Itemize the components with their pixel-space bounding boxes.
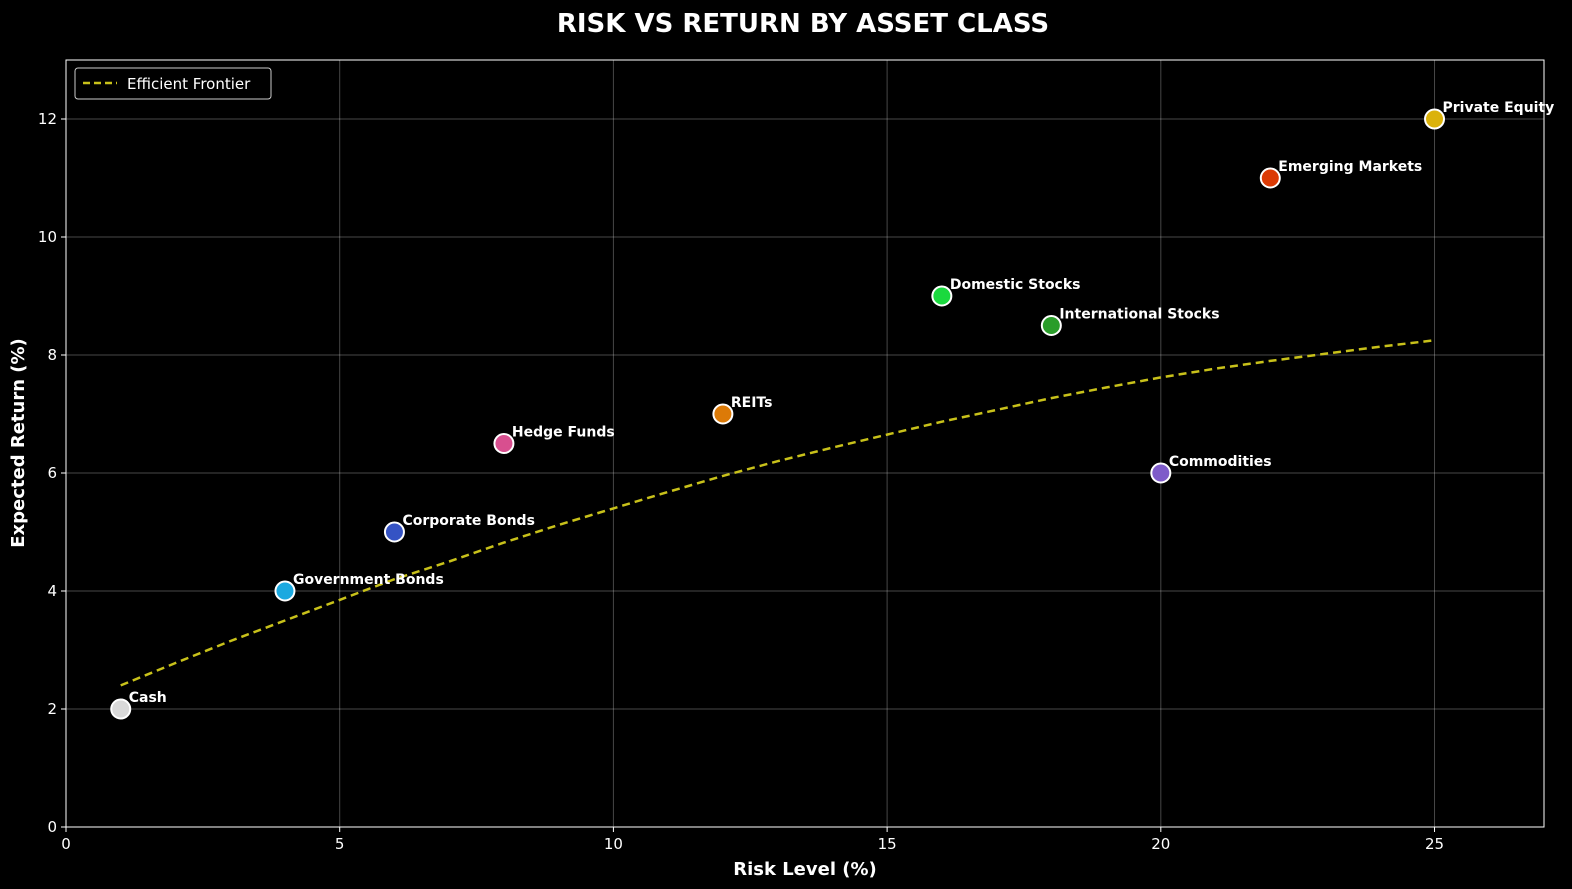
point-label-commodities: Commodities — [1169, 454, 1272, 470]
legend: Efficient Frontier — [74, 67, 272, 100]
y-tick-label: 10 — [38, 228, 57, 246]
point-hedge-funds — [493, 433, 515, 454]
efficient-frontier-line — [120, 339, 1435, 687]
x-axis-label: Risk Level (%) — [733, 859, 877, 880]
plot-area — [65, 59, 1545, 828]
point-label-private-equity: Private Equity — [1443, 100, 1555, 116]
point-corporate-bonds — [383, 521, 405, 543]
y-tick-label: 0 — [47, 818, 57, 836]
point-cash — [110, 698, 132, 720]
x-tick-label: 15 — [878, 835, 897, 853]
point-government-bonds — [274, 580, 296, 602]
y-tick-label: 2 — [47, 700, 57, 718]
point-label-hedge-funds: Hedge Funds — [512, 425, 615, 441]
gridlines — [65, 60, 1544, 828]
legend-label-efficient-frontier: Efficient Frontier — [127, 75, 251, 93]
x-tick-label: 25 — [1425, 835, 1444, 853]
x-axis-ticks: 0 5 10 15 20 25 — [61, 827, 1444, 853]
y-tick-label: 4 — [47, 582, 57, 600]
point-label-international-stocks: International Stocks — [1059, 307, 1219, 323]
x-tick-label: 10 — [604, 835, 623, 853]
x-tick-label: 20 — [1151, 835, 1170, 853]
point-label-corporate-bonds: Corporate Bonds — [402, 513, 534, 529]
scatter-points — [110, 108, 1446, 720]
frontier-series — [120, 339, 1435, 687]
y-axis-ticks: 0 2 4 6 8 10 12 — [38, 110, 66, 836]
point-international-stocks — [1040, 315, 1062, 336]
x-tick-label: 0 — [61, 835, 71, 853]
point-label-government-bonds: Government Bonds — [293, 572, 444, 588]
point-emerging-markets — [1259, 167, 1281, 189]
point-label-cash: Cash — [129, 690, 167, 706]
point-private-equity — [1424, 108, 1446, 130]
point-commodities — [1150, 462, 1172, 484]
y-tick-label: 6 — [47, 464, 57, 482]
point-domestic-stocks — [931, 285, 953, 307]
chart-title: RISK VS RETURN BY ASSET CLASS — [557, 9, 1049, 39]
y-axis-label: Expected Return (%) — [8, 338, 29, 548]
y-tick-label: 12 — [38, 110, 57, 128]
point-labels: Cash Government Bonds Corporate Bonds Hedge… — [129, 100, 1555, 706]
legend-box — [74, 67, 272, 100]
point-reits — [712, 403, 734, 425]
y-tick-label: 8 — [47, 346, 57, 364]
point-label-emerging-markets: Emerging Markets — [1278, 159, 1422, 175]
x-tick-label: 5 — [335, 835, 345, 853]
point-label-reits: REITs — [731, 395, 773, 411]
point-label-domestic-stocks: Domestic Stocks — [950, 277, 1081, 293]
